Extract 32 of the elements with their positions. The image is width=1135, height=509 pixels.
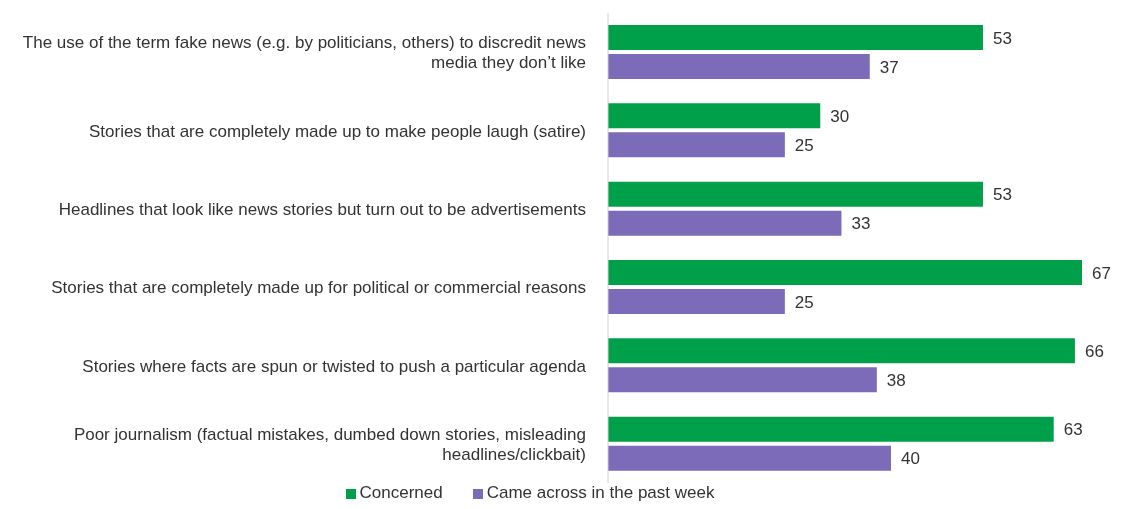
y-tick-label: Stories where facts are spun or twisted to push a particular agenda — [82, 356, 587, 375]
bar — [608, 132, 785, 158]
bar — [608, 181, 983, 207]
data-label: 38 — [886, 370, 906, 390]
data-label: 66 — [1084, 341, 1104, 361]
data-label: 25 — [794, 292, 814, 312]
bar — [608, 367, 877, 393]
bar — [608, 260, 1082, 285]
y-tick-label: Headlines that look like news stories but turn out to be advertisements — [58, 199, 586, 219]
y-tick-label: Stories that are completely made up for political or commercial reasons — [51, 277, 586, 297]
data-label: 67 — [1092, 263, 1111, 283]
data-label: 37 — [879, 57, 899, 77]
bar — [608, 445, 891, 471]
bar — [608, 54, 870, 79]
data-label: 53 — [992, 185, 1012, 205]
bar — [608, 338, 1075, 364]
bar — [608, 289, 785, 314]
data-label: 40 — [900, 449, 920, 469]
data-label: 33 — [851, 214, 871, 234]
data-label: 30 — [830, 106, 850, 126]
y-tick-label: The use of the term fake news (e.g. by politicians, others) to discredit news media they don’t like — [22, 32, 586, 72]
data-label: 63 — [1063, 420, 1083, 440]
y-tick-label: Stories that are completely made up to make people laugh (satire) — [88, 121, 586, 140]
legend-label: Came across in the past week — [486, 483, 715, 502]
legend-label: Concerned — [359, 483, 443, 502]
bar — [608, 210, 842, 236]
y-tick-label: Poor journalism (factual mistakes, dumbed down stories, misleading headlines/clickbait) — [73, 424, 586, 464]
data-label: 25 — [794, 135, 814, 155]
bar — [608, 103, 821, 129]
data-label: 53 — [992, 28, 1012, 48]
bar — [608, 416, 1054, 442]
bar — [608, 25, 983, 50]
